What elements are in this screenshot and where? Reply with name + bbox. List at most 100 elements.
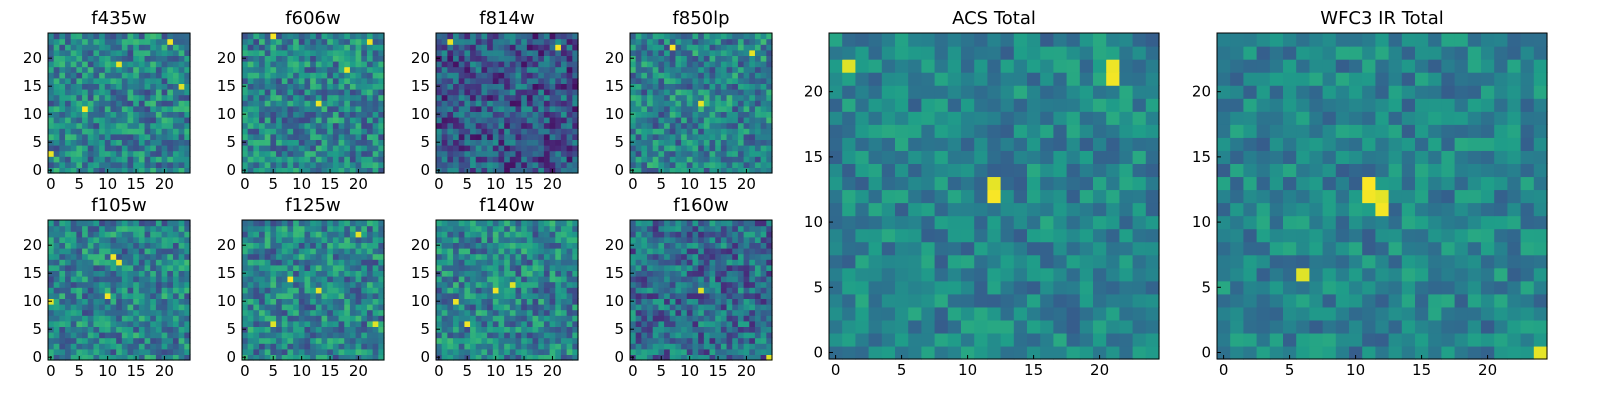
heatmap-cell (560, 292, 568, 299)
heatmap-cell (338, 49, 345, 56)
heatmap-cell (538, 298, 545, 305)
heatmap-cell (242, 117, 249, 124)
heatmap-cell (760, 304, 767, 311)
heatmap-cell (766, 49, 773, 56)
heatmap-cell (161, 320, 168, 327)
heatmap-cell (161, 326, 168, 333)
heatmap-cell (178, 49, 185, 56)
heatmap-cell (709, 332, 716, 339)
heatmap-cell (116, 150, 123, 157)
heatmap-cell (99, 100, 106, 107)
heatmap-cell (669, 77, 677, 84)
heatmap-cell (310, 61, 317, 68)
heatmap-cell (458, 309, 465, 316)
heatmap-cell (315, 248, 323, 255)
heatmap-cell (726, 309, 733, 316)
heatmap-cell (259, 77, 266, 84)
heatmap-cell (760, 281, 767, 288)
heatmap-cell (93, 259, 100, 266)
heatmap-cell (276, 49, 283, 56)
heatmap-cell (686, 145, 694, 152)
heatmap-cell (669, 139, 677, 146)
heatmap-cell (760, 343, 767, 350)
heatmap-cell (572, 49, 579, 56)
heatmap-cell (121, 270, 129, 277)
heatmap-cell (749, 264, 756, 271)
heatmap-cell (338, 287, 345, 294)
heatmap-cell (167, 128, 174, 135)
heatmap-cell (59, 320, 66, 327)
heatmap-cell (766, 156, 773, 163)
heatmap-cell (566, 320, 573, 327)
heatmap-cell (647, 253, 654, 260)
heatmap-cell (743, 343, 750, 350)
heatmap-cell (498, 133, 505, 140)
heatmap-cell (259, 332, 266, 339)
heatmap-cell (65, 49, 72, 56)
heatmap-cell (287, 100, 294, 107)
heatmap-cell (441, 354, 448, 361)
heatmap-cell (184, 248, 191, 255)
heatmap-cell (178, 326, 185, 333)
heatmap-cell (242, 66, 249, 73)
heatmap-cell (504, 94, 511, 101)
heatmap-cell (59, 77, 66, 84)
panel-title: f435w (91, 8, 146, 29)
heatmap-cell (332, 348, 340, 355)
heatmap-cell (436, 309, 443, 316)
heatmap-cell (144, 270, 151, 277)
heatmap-cell (635, 167, 642, 174)
heatmap-cell (543, 281, 551, 288)
heatmap-cell (715, 259, 722, 266)
heatmap-cell (270, 225, 277, 232)
heatmap-cell (76, 231, 83, 238)
x-tick-label: 5 (462, 175, 472, 193)
heatmap-cell (464, 156, 471, 163)
heatmap-cell (253, 354, 260, 361)
heatmap-cell (560, 111, 568, 118)
heatmap-cell (743, 320, 750, 327)
heatmap-cell (521, 161, 528, 168)
heatmap-cell (441, 145, 448, 152)
heatmap-cell (743, 298, 750, 305)
heatmap-cell (703, 276, 711, 283)
heatmap-cell (184, 264, 191, 271)
heatmap-cell (709, 145, 716, 152)
heatmap-cell (458, 231, 465, 238)
heatmap-cell (355, 326, 362, 333)
heatmap-cell (675, 259, 682, 266)
heatmap-cell (161, 332, 168, 339)
heatmap-cell (172, 354, 180, 361)
heatmap-cell (259, 298, 266, 305)
heatmap-cell (310, 304, 317, 311)
heatmap-cell (441, 83, 448, 90)
heatmap-cell (441, 281, 448, 288)
heatmap-cell (361, 133, 368, 140)
heatmap-cell (732, 276, 739, 283)
heatmap-cell (470, 231, 477, 238)
heatmap-cell (315, 55, 323, 62)
heatmap-cell (259, 33, 266, 40)
heatmap-cell (749, 326, 756, 333)
heatmap-cell (155, 298, 163, 305)
heatmap-cell (572, 77, 579, 84)
heatmap-cell (53, 276, 60, 283)
heatmap-cell (658, 315, 665, 322)
heatmap-cell (732, 145, 739, 152)
heatmap-cell (48, 253, 55, 260)
heatmap-cell (549, 100, 556, 107)
heatmap-cell (332, 337, 340, 344)
heatmap-cell (110, 33, 117, 40)
heatmap-cell (82, 72, 89, 79)
heatmap-cell (464, 270, 471, 277)
heatmap-cell (70, 264, 77, 271)
heatmap-cell (436, 33, 443, 40)
heatmap-cell (150, 100, 157, 107)
heatmap-cell (703, 326, 711, 333)
heatmap-cell (749, 122, 756, 129)
heatmap-cell (436, 156, 443, 163)
heatmap-cell (378, 309, 385, 316)
heatmap-cell (264, 55, 271, 62)
heatmap-cell (715, 55, 722, 62)
heatmap-cell (652, 259, 659, 266)
